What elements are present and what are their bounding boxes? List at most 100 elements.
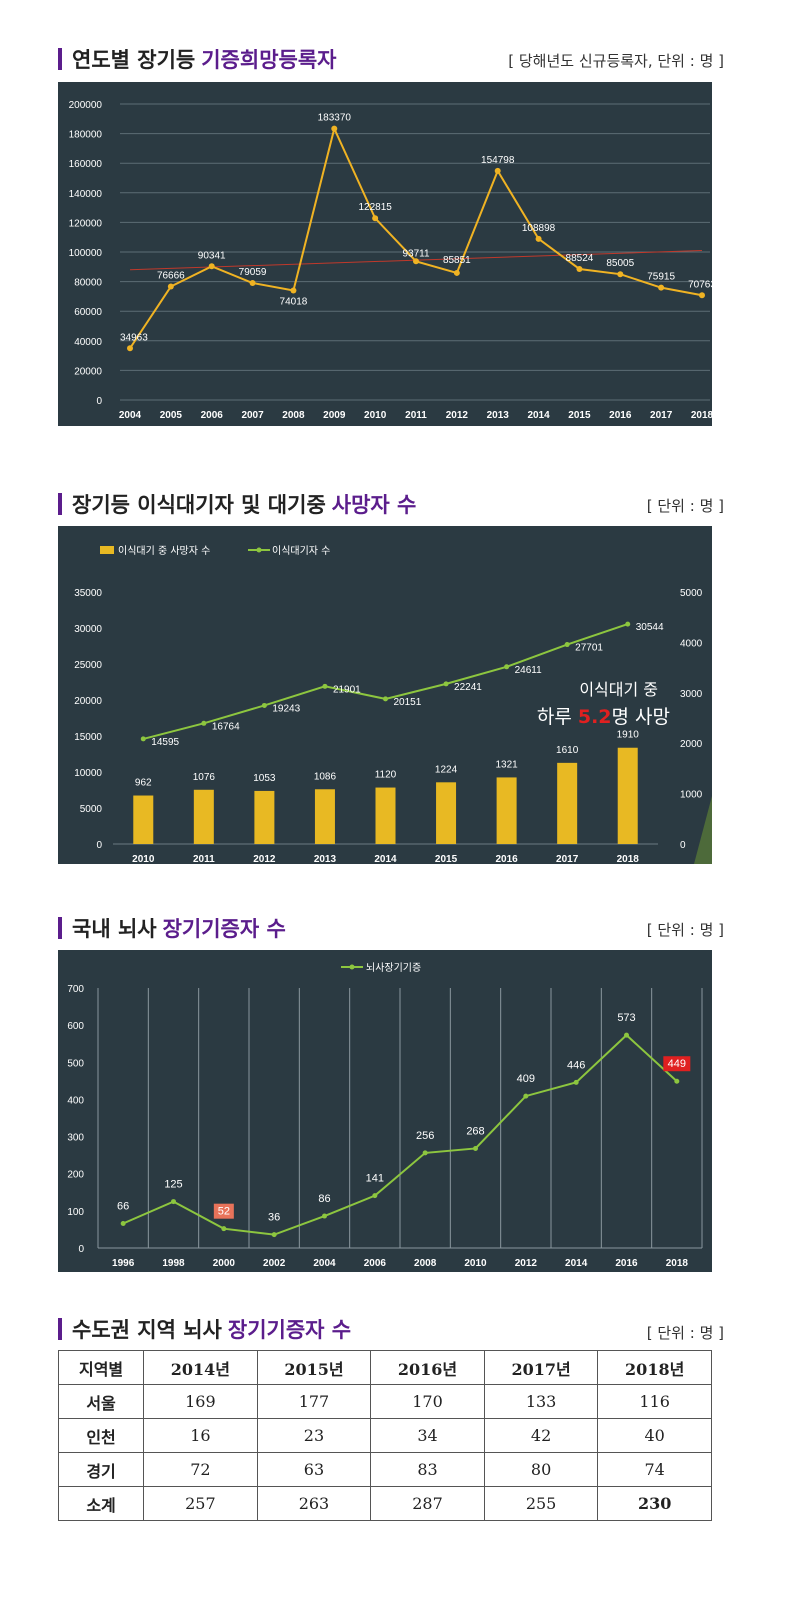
table-cell: 257	[143, 1486, 258, 1521]
data-point	[625, 621, 631, 627]
data-point	[573, 1079, 579, 1085]
data-point	[167, 283, 174, 290]
y-tick-label: 100000	[69, 248, 103, 259]
x-tick-label: 2018	[617, 854, 640, 864]
data-label: 70763	[688, 279, 712, 290]
x-tick-label: 2011	[405, 410, 427, 421]
data-label: 85851	[443, 255, 471, 266]
bar-label: 1321	[495, 759, 518, 770]
x-tick-label: 1998	[162, 1258, 185, 1269]
data-point	[504, 664, 510, 670]
series-line	[129, 125, 703, 349]
y-tick-label: 160000	[69, 159, 103, 170]
table-cell: 80	[483, 1452, 599, 1487]
data-label: 21901	[333, 684, 361, 695]
data-point	[140, 736, 146, 742]
data-point	[208, 263, 215, 270]
data-point	[201, 720, 207, 726]
x-tick-label: 2018	[666, 1258, 689, 1269]
data-label: 16764	[212, 721, 240, 732]
data-point	[120, 1220, 126, 1226]
data-point	[617, 271, 624, 278]
title-text: 국내 뇌사	[72, 917, 157, 941]
data-point	[322, 1213, 327, 1219]
table-header-cell: 2018년	[597, 1350, 712, 1385]
bar-label: 1053	[253, 773, 276, 784]
title-text: 수도권 지역 뇌사	[72, 1318, 222, 1342]
data-point	[383, 696, 388, 702]
y-left-tick-label: 5000	[80, 804, 103, 815]
data-label: 14595	[151, 737, 179, 748]
x-tick-label: 2006	[201, 410, 224, 421]
bar-label: 1076	[193, 772, 216, 783]
y-tick-label: 40000	[74, 337, 102, 348]
y-left-tick-label: 15000	[74, 732, 102, 743]
y-right-tick-label: 0	[680, 840, 686, 851]
data-label: 86	[318, 1193, 330, 1205]
y-tick-label: 0	[78, 1244, 84, 1255]
y-left-tick-label: 0	[96, 840, 102, 851]
data-point	[453, 269, 460, 276]
y-tick-label: 200000	[69, 100, 103, 111]
metro-donor-table: 지역별 2014년 2015년 2016년 2017년 2018년 서울 169…	[57, 1350, 712, 1521]
y-right-tick-label: 3000	[680, 689, 703, 700]
table-row: 인천 16 23 34 42 40	[57, 1418, 712, 1453]
decorative-corner	[694, 796, 712, 864]
data-label: 20151	[394, 697, 422, 708]
data-point	[473, 1145, 478, 1151]
table-row-header: 경기	[57, 1452, 145, 1487]
data-point	[372, 215, 379, 222]
bar-label: 1224	[435, 764, 458, 775]
data-label: 108898	[522, 223, 556, 234]
data-label: 449	[668, 1058, 686, 1070]
table-cell: 74	[597, 1452, 712, 1487]
bar-label: 1910	[617, 730, 640, 741]
data-label: 256	[416, 1130, 434, 1142]
x-tick-label: 2013	[487, 410, 510, 421]
chart-donors: 뇌사장기기증 0 100 200 300 400 500 600 700 1996 1998 2000…	[58, 950, 712, 1272]
x-tick-label: 2016	[615, 1258, 638, 1269]
y-tick-label: 200	[67, 1170, 84, 1181]
unit-label: [ 당해년도 신규등록자, 단위 : 명 ]	[508, 52, 724, 70]
data-label: 52	[218, 1206, 230, 1218]
y-tick-label: 120000	[69, 218, 103, 229]
title-highlight: 장기기증자 수	[227, 1318, 352, 1342]
data-label: 154798	[481, 155, 515, 166]
data-point	[322, 683, 328, 689]
data-point	[249, 279, 256, 286]
y-tick-label: 0	[96, 396, 102, 407]
table-cell: 177	[256, 1384, 372, 1419]
table-cell: 169	[143, 1384, 258, 1419]
highlight-badge	[663, 1056, 691, 1072]
legend-label: 뇌사장기기증	[366, 962, 421, 974]
section-title-waiting: 장기등 이식대기자 및 대기중 사망자 수	[58, 489, 416, 519]
title-text: 연도별 장기등	[72, 48, 196, 72]
data-label: 85005	[606, 258, 634, 269]
title-text: 장기등 이식대기자 및 대기중	[72, 493, 326, 517]
table-header-row: 지역별 2014년 2015년 2016년 2017년 2018년	[57, 1350, 712, 1385]
table-cell: 16	[143, 1418, 258, 1453]
table-cell: 42	[483, 1418, 599, 1453]
data-label: 36	[268, 1212, 280, 1224]
y-right-tick-label: 1000	[680, 790, 703, 801]
legend-marker	[349, 964, 355, 970]
data-point	[494, 167, 501, 174]
data-label: 76666	[157, 271, 185, 282]
table-cell: 255	[483, 1486, 599, 1521]
annotation-suffix: 명 사망	[612, 706, 670, 728]
data-point	[624, 1032, 629, 1038]
data-point	[221, 1226, 227, 1232]
chart-registrants-svg: 0 20000 40000 60000 80000 100000 120000 140000 1…	[69, 100, 712, 421]
x-tick-label: 2012	[515, 1258, 538, 1269]
bar	[617, 747, 638, 844]
data-label: 409	[517, 1073, 535, 1085]
y-right-tick-label: 5000	[680, 588, 703, 599]
x-tick-label: 2011	[193, 854, 215, 864]
data-label: 22241	[454, 682, 482, 693]
bar	[436, 782, 457, 844]
table-cell: 63	[256, 1452, 372, 1487]
x-tick-label: 2012	[446, 410, 469, 421]
data-label: 19243	[272, 703, 300, 714]
data-point	[535, 235, 542, 242]
data-label: 141	[366, 1173, 384, 1185]
